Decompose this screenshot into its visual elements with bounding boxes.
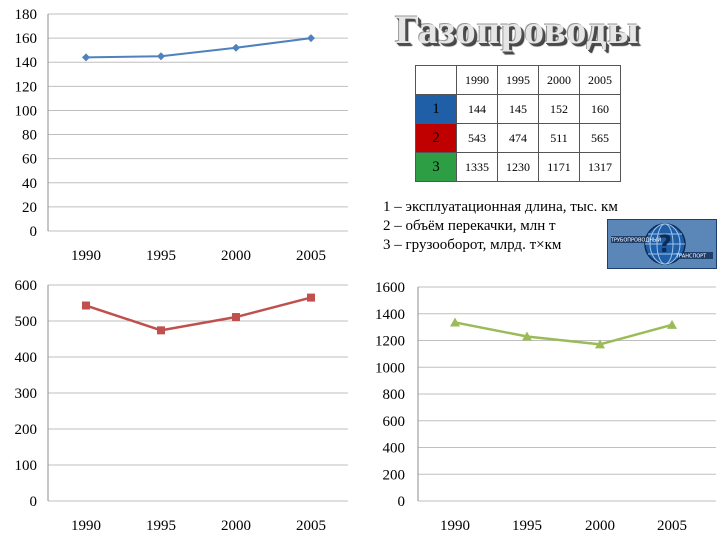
row-label-1: 1 (415, 94, 457, 124)
x-tick-label: 2005 (296, 518, 326, 534)
data-point (450, 317, 460, 327)
x-tick-label: 1990 (71, 248, 101, 264)
table-header-cell: 1995 (497, 65, 539, 95)
data-point (157, 326, 165, 335)
y-tick-label: 1600 (375, 280, 405, 296)
y-tick-label: 100 (15, 103, 38, 119)
y-tick-label: 80 (22, 128, 37, 144)
legend: 1 – эксплуатационная длина, тыс. км 2 – … (383, 198, 618, 255)
x-tick-label: 1990 (71, 518, 101, 534)
y-tick-label: 0 (398, 494, 406, 510)
y-tick-label: 600 (15, 278, 38, 294)
data-point (307, 293, 315, 302)
table-row: 2 543 474 511 565 (415, 123, 621, 153)
table-row: 3 1335 1230 1171 1317 (415, 152, 621, 182)
table-row: 1 144 145 152 160 (415, 94, 621, 124)
logo-text-top: ТРУБОПРОВОДНЫЙ (610, 237, 662, 244)
y-tick-label: 0 (30, 494, 38, 510)
table-header-row: 1990 1995 2000 2005 (415, 65, 621, 95)
data-point (667, 319, 677, 329)
x-tick-label: 2000 (585, 518, 615, 534)
y-tick-label: 1200 (375, 334, 405, 350)
table-cell: 152 (538, 94, 580, 124)
table-cell: 511 (538, 123, 580, 153)
row-label-3: 3 (415, 152, 457, 182)
y-tick-label: 180 (15, 7, 38, 23)
y-tick-label: 100 (15, 458, 38, 474)
y-tick-label: 500 (15, 314, 38, 330)
table-cell: 160 (579, 94, 621, 124)
data-point (307, 34, 315, 43)
y-tick-label: 120 (15, 79, 38, 95)
y-tick-label: 300 (15, 386, 38, 402)
table-cell: 474 (497, 123, 539, 153)
x-tick-label: 1995 (146, 248, 176, 264)
table-cell: 145 (497, 94, 539, 124)
pipeline-transport-logo: ? ТРУБОПРОВОДНЫЙ ТРАНСПОРТ (607, 219, 717, 269)
table-header-cell: 1990 (456, 65, 498, 95)
y-tick-label: 1000 (375, 360, 405, 376)
row-label-2: 2 (415, 123, 457, 153)
x-tick-label: 2000 (221, 248, 251, 264)
legend-item: 3 – грузооборот, млрд. т×км (383, 237, 562, 253)
table-cell: 1317 (579, 152, 621, 182)
series-line (454, 321, 673, 346)
table-cell: 144 (456, 94, 498, 124)
data-point (232, 43, 240, 52)
table-cell: 1230 (497, 152, 539, 182)
data-point (157, 52, 165, 61)
table-cell: 1335 (456, 152, 498, 182)
y-tick-label: 0 (30, 224, 38, 240)
x-tick-label: 2005 (296, 248, 326, 264)
y-tick-label: 20 (22, 200, 37, 216)
x-tick-label: 1995 (146, 518, 176, 534)
table-corner-cell (415, 65, 457, 95)
y-tick-label: 40 (22, 176, 37, 192)
x-tick-label: 1990 (440, 518, 470, 534)
y-tick-label: 200 (15, 422, 38, 438)
y-tick-label: 140 (15, 55, 38, 71)
data-point (522, 331, 532, 341)
data-point (232, 313, 240, 322)
y-tick-label: 400 (383, 441, 406, 457)
logo-text-bottom: ТРАНСПОРТ (675, 254, 707, 260)
y-tick-label: 800 (383, 387, 406, 403)
x-tick-label: 2000 (221, 518, 251, 534)
data-point (595, 339, 605, 349)
y-tick-label: 1400 (375, 307, 405, 323)
y-tick-label: 400 (15, 350, 38, 366)
data-point (82, 53, 90, 62)
data-table: 1990 1995 2000 2005 1 144 145 152 160 2 … (415, 65, 621, 182)
x-tick-label: 1995 (512, 518, 542, 534)
y-tick-label: 600 (383, 414, 406, 430)
page-title: Газопроводы (395, 7, 640, 52)
y-tick-label: 200 (383, 467, 406, 483)
legend-item: 2 – объём перекачки, млн т (383, 218, 556, 234)
table-header-cell: 2000 (538, 65, 580, 95)
y-tick-label: 60 (22, 152, 37, 168)
series-line (85, 296, 312, 332)
table-header-cell: 2005 (579, 65, 621, 95)
series-line (85, 37, 312, 59)
table-cell: 1171 (538, 152, 580, 182)
svg-text:?: ? (658, 230, 672, 258)
legend-item: 1 – эксплуатационная длина, тыс. км (383, 199, 618, 215)
y-tick-label: 160 (15, 31, 38, 47)
table-cell: 565 (579, 123, 621, 153)
x-tick-label: 2005 (657, 518, 687, 534)
data-point (82, 301, 90, 310)
table-cell: 543 (456, 123, 498, 153)
